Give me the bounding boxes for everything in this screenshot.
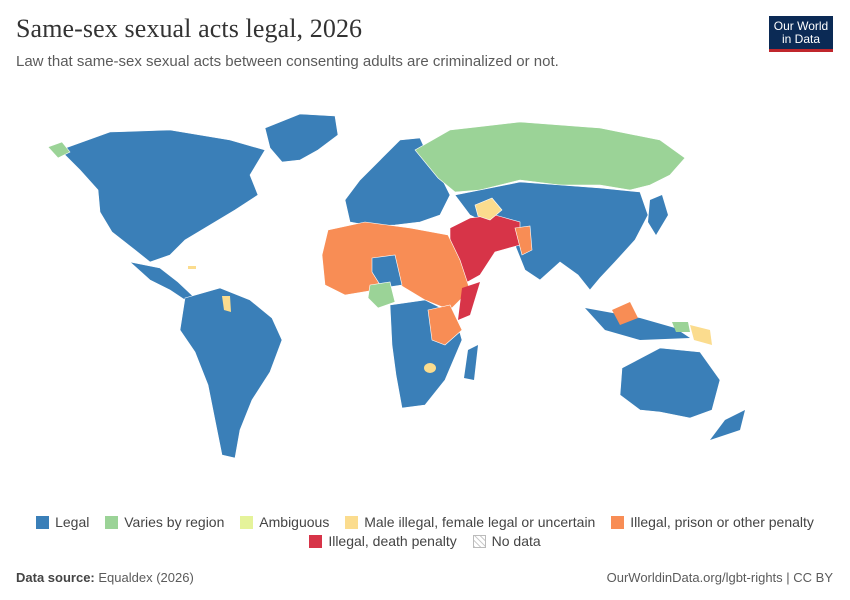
region-central-asia[interactable] xyxy=(474,197,503,221)
region-greenland[interactable] xyxy=(264,113,339,163)
legend-row-2: Illegal, death penalty No data xyxy=(0,533,850,551)
chart-title: Same-sex sexual acts legal, 2026 xyxy=(16,14,363,43)
region-japan[interactable] xyxy=(648,195,668,235)
region-caribbean-varies[interactable] xyxy=(188,266,196,269)
source-label: Data source: xyxy=(16,570,95,585)
region-malaysia[interactable] xyxy=(612,302,638,325)
legend-item-male-illegal[interactable]: Male illegal, female legal or uncertain xyxy=(345,514,595,530)
region-russia[interactable] xyxy=(414,121,686,193)
logo-line-2: in Data xyxy=(781,32,821,46)
credit-link[interactable]: OurWorldinData.org/lgbt-rights | CC BY xyxy=(606,570,833,585)
legend-label: Male illegal, female legal or uncertain xyxy=(364,514,596,530)
region-australia[interactable] xyxy=(619,347,721,419)
legend-item-legal[interactable]: Legal xyxy=(36,514,89,530)
legend-label: Illegal, death penalty xyxy=(328,533,457,549)
source-value[interactable]: Equaldex (2026) xyxy=(98,570,194,585)
region-central-america[interactable] xyxy=(128,261,196,303)
legend: Legal Varies by region Ambiguous Male il… xyxy=(0,514,850,532)
legend-label: Varies by region xyxy=(124,514,225,530)
logo-line-1: Our World xyxy=(773,19,829,33)
region-alaska-varies[interactable] xyxy=(47,141,71,159)
region-eswatini[interactable] xyxy=(424,363,436,373)
legend-swatch xyxy=(36,515,50,529)
region-indonesia-varies[interactable] xyxy=(672,322,690,332)
legend-label: Legal xyxy=(55,514,90,530)
world-map[interactable] xyxy=(0,100,850,480)
region-south-america[interactable] xyxy=(179,287,283,459)
legend-swatch xyxy=(472,534,486,548)
legend-label: Illegal, prison or other penalty xyxy=(630,514,814,530)
legend-item-varies[interactable]: Varies by region xyxy=(105,514,224,530)
legend-label: No data xyxy=(491,533,541,549)
region-png[interactable] xyxy=(690,325,712,345)
legend-swatch xyxy=(309,534,323,548)
owid-logo[interactable]: Our World in Data xyxy=(769,16,833,52)
data-source: Data source: Equaldex (2026) xyxy=(16,570,194,585)
region-central-africa[interactable] xyxy=(371,254,403,289)
region-east-africa-penalty[interactable] xyxy=(427,304,463,346)
legend-item-prison[interactable]: Illegal, prison or other penalty xyxy=(611,514,814,530)
region-indonesia[interactable] xyxy=(585,308,690,340)
region-south-asia[interactable] xyxy=(514,225,533,256)
region-new-zealand[interactable] xyxy=(710,410,745,440)
chart-subtitle: Law that same-sex sexual acts between co… xyxy=(16,53,559,70)
legend-item-nodata[interactable]: No data xyxy=(472,533,541,549)
region-north-america[interactable] xyxy=(59,129,266,263)
legend-swatch xyxy=(611,515,625,529)
legend-swatch xyxy=(240,515,254,529)
legend-item-death[interactable]: Illegal, death penalty xyxy=(309,533,457,549)
region-nigeria[interactable] xyxy=(367,281,396,309)
legend-swatch xyxy=(105,515,119,529)
region-somalia[interactable] xyxy=(458,282,480,320)
region-guyana[interactable] xyxy=(222,296,231,312)
legend-item-ambiguous[interactable]: Ambiguous xyxy=(240,514,329,530)
region-madagascar[interactable] xyxy=(464,345,478,380)
legend-swatch xyxy=(345,515,359,529)
legend-label: Ambiguous xyxy=(259,514,330,530)
